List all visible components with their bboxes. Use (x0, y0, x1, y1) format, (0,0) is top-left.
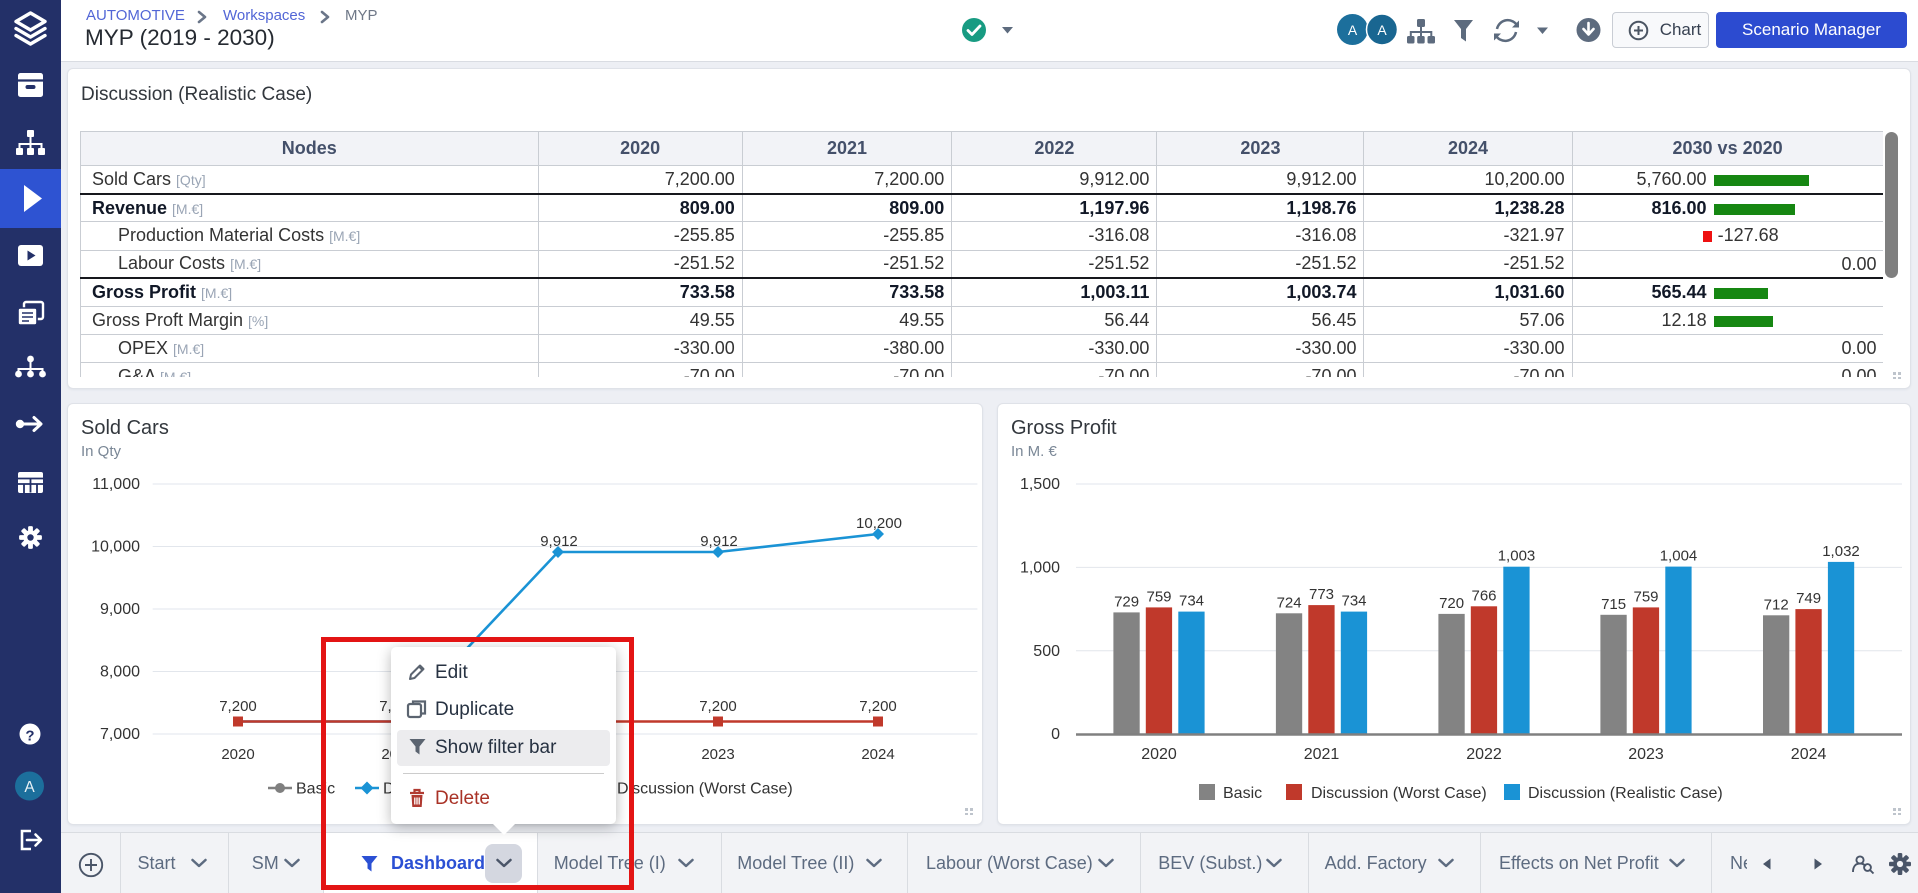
svg-text:2024: 2024 (1791, 746, 1827, 763)
svg-text:8,000: 8,000 (100, 664, 140, 681)
svg-text:2023: 2023 (1628, 746, 1664, 763)
svg-text:2023: 2023 (701, 746, 734, 763)
svg-text:9,000: 9,000 (100, 601, 140, 618)
svg-text:11,000: 11,000 (92, 476, 140, 493)
svg-text:2021: 2021 (1304, 746, 1340, 763)
svg-text:10,000: 10,000 (91, 539, 140, 556)
svg-text:1,000: 1,000 (1020, 559, 1060, 576)
svg-text:7,200: 7,200 (699, 698, 737, 715)
svg-text:0: 0 (1051, 726, 1060, 743)
svg-text:500: 500 (1033, 643, 1060, 660)
svg-text:759: 759 (1146, 588, 1171, 605)
svg-text:?: ? (25, 728, 34, 745)
svg-text:720: 720 (1439, 595, 1464, 612)
svg-text:734: 734 (1179, 593, 1204, 610)
svg-text:7,200: 7,200 (219, 698, 257, 715)
svg-text:766: 766 (1471, 587, 1496, 604)
svg-text:729: 729 (1114, 593, 1139, 610)
svg-text:9,912: 9,912 (540, 533, 578, 550)
svg-text:715: 715 (1601, 596, 1626, 613)
svg-text:1,500: 1,500 (1020, 476, 1060, 493)
svg-text:Basic: Basic (1223, 785, 1262, 802)
svg-text:712: 712 (1764, 596, 1789, 613)
svg-text:749: 749 (1796, 590, 1821, 607)
svg-text:773: 773 (1309, 586, 1334, 603)
svg-text:Discussion (Realistic Case): Discussion (Realistic Case) (1528, 785, 1723, 802)
svg-text:10,200: 10,200 (856, 515, 902, 532)
svg-text:2020: 2020 (1141, 746, 1177, 763)
svg-text:Discussion (Worst Case): Discussion (Worst Case) (617, 781, 793, 798)
svg-text:1,032: 1,032 (1822, 543, 1860, 560)
svg-text:A: A (24, 779, 35, 796)
svg-text:759: 759 (1633, 588, 1658, 605)
svg-text:1,004: 1,004 (1660, 548, 1698, 565)
svg-text:9,912: 9,912 (700, 533, 738, 550)
svg-text:2020: 2020 (221, 746, 254, 763)
svg-text:1,003: 1,003 (1498, 548, 1536, 565)
svg-text:7,000: 7,000 (100, 726, 140, 743)
svg-text:2022: 2022 (1466, 746, 1502, 763)
svg-text:2024: 2024 (861, 746, 894, 763)
svg-text:A: A (1377, 22, 1387, 38)
svg-text:A: A (1348, 22, 1358, 38)
svg-text:7,200: 7,200 (859, 698, 897, 715)
svg-text:724: 724 (1277, 594, 1302, 611)
svg-text:Discussion (Worst Case): Discussion (Worst Case) (1311, 785, 1487, 802)
svg-text:734: 734 (1341, 593, 1366, 610)
